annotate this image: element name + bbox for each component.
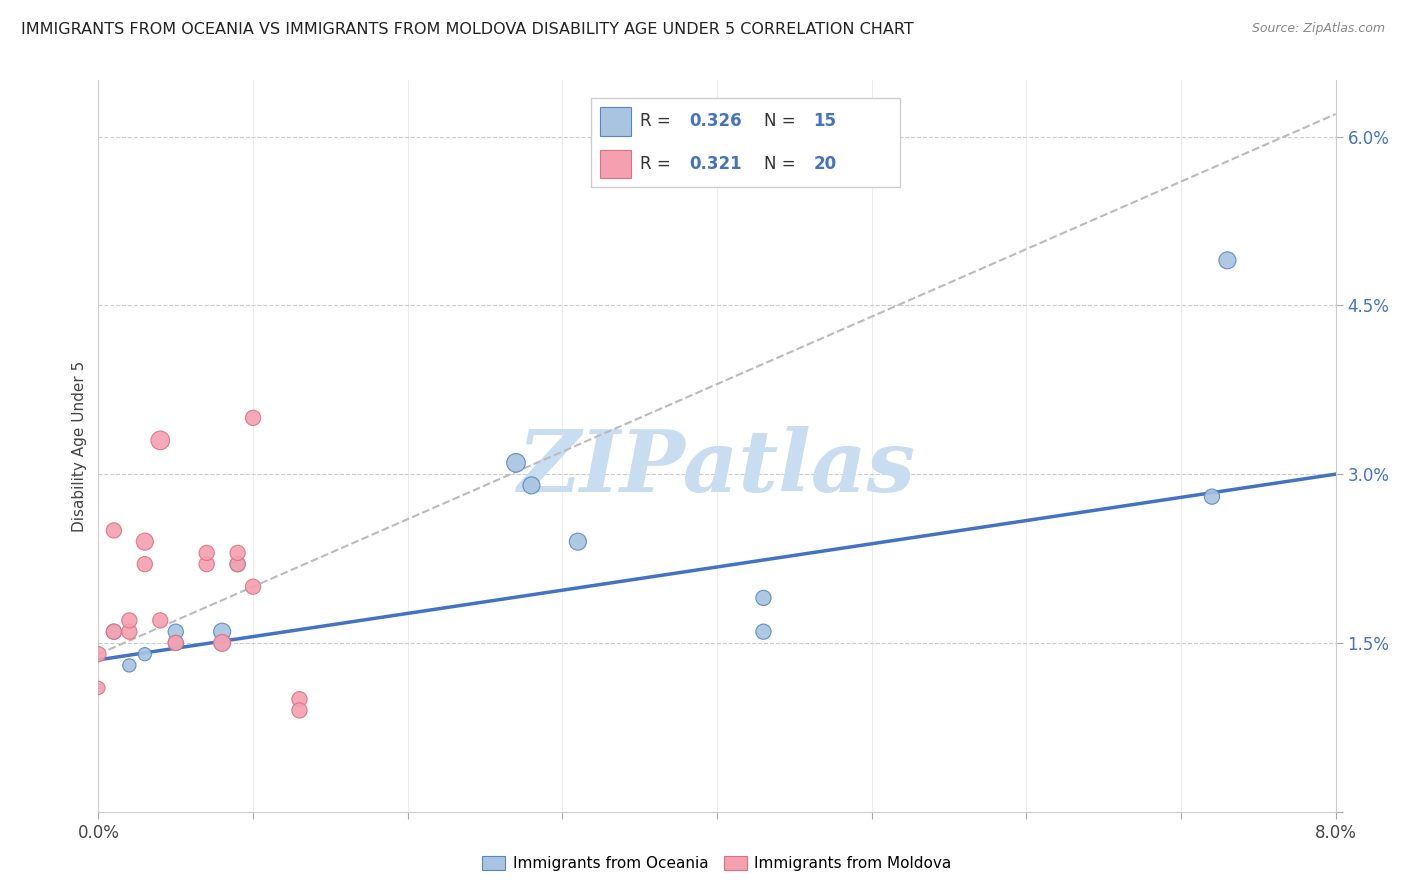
Point xyxy=(165,636,187,650)
Point xyxy=(103,524,125,538)
Point xyxy=(103,624,125,639)
Point xyxy=(165,624,187,639)
Point xyxy=(752,624,775,639)
Point xyxy=(118,658,141,673)
Point xyxy=(211,624,233,639)
Point xyxy=(134,557,156,571)
Point xyxy=(211,636,233,650)
FancyBboxPatch shape xyxy=(591,98,900,187)
Point xyxy=(87,681,110,695)
Point xyxy=(118,614,141,628)
Text: 0.321: 0.321 xyxy=(689,155,742,173)
Point xyxy=(288,692,311,706)
Point xyxy=(165,636,187,650)
Point xyxy=(149,614,172,628)
Text: 15: 15 xyxy=(813,112,837,130)
FancyBboxPatch shape xyxy=(600,107,631,136)
Text: R =: R = xyxy=(640,112,676,130)
Point xyxy=(242,410,264,425)
Point xyxy=(505,456,527,470)
Text: IMMIGRANTS FROM OCEANIA VS IMMIGRANTS FROM MOLDOVA DISABILITY AGE UNDER 5 CORREL: IMMIGRANTS FROM OCEANIA VS IMMIGRANTS FR… xyxy=(21,22,914,37)
Point xyxy=(134,534,156,549)
Legend: Immigrants from Oceania, Immigrants from Moldova: Immigrants from Oceania, Immigrants from… xyxy=(477,850,957,877)
Point xyxy=(149,434,172,448)
FancyBboxPatch shape xyxy=(600,150,631,178)
Point xyxy=(211,636,233,650)
Point xyxy=(103,624,125,639)
Text: N =: N = xyxy=(763,112,800,130)
Text: Source: ZipAtlas.com: Source: ZipAtlas.com xyxy=(1251,22,1385,36)
Text: R =: R = xyxy=(640,155,676,173)
Point xyxy=(226,557,249,571)
Text: ZIPatlas: ZIPatlas xyxy=(517,426,917,509)
Y-axis label: Disability Age Under 5: Disability Age Under 5 xyxy=(72,360,87,532)
Point xyxy=(288,703,311,717)
Point xyxy=(87,647,110,661)
Point xyxy=(226,546,249,560)
Point xyxy=(195,546,218,560)
Text: 0.326: 0.326 xyxy=(689,112,742,130)
Point xyxy=(752,591,775,605)
Text: N =: N = xyxy=(763,155,800,173)
Point xyxy=(195,557,218,571)
Point xyxy=(134,647,156,661)
Point xyxy=(118,624,141,639)
Text: 20: 20 xyxy=(813,155,837,173)
Point xyxy=(242,580,264,594)
Point xyxy=(520,478,543,492)
Point xyxy=(1216,253,1239,268)
Point xyxy=(567,534,589,549)
Point xyxy=(226,557,249,571)
Point xyxy=(1201,490,1223,504)
